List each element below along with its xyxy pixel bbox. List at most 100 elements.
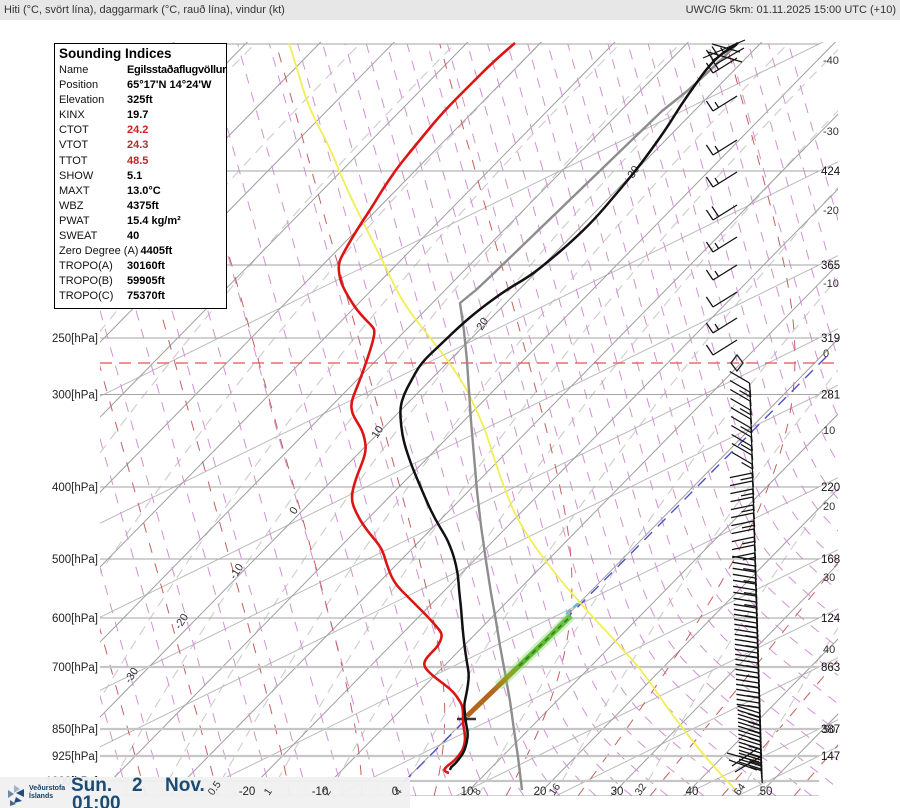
index-label: SWEAT — [59, 230, 98, 243]
vedurstofa-logo-icon — [8, 785, 24, 806]
dry-adiabat-line — [607, 43, 838, 620]
index-label: Name — [59, 64, 89, 76]
height-fan-line — [554, 657, 838, 796]
barb-tick — [749, 760, 761, 766]
barb-staff — [712, 171, 738, 188]
index-value: 15.4 kg/m² — [127, 214, 181, 227]
barb-staff — [712, 204, 738, 221]
index-value: 4375ft — [127, 199, 159, 212]
barb-tick — [733, 597, 757, 603]
mixing-ratio-label: 8 — [471, 786, 484, 798]
barb-tick — [732, 573, 756, 579]
indices-row-tropo-c-: TROPO(C) 75370ft — [59, 289, 226, 304]
height-label-right: 365 — [821, 260, 840, 272]
barb-tick — [711, 206, 720, 217]
barb-tick — [731, 536, 755, 543]
wind-barb — [705, 57, 738, 74]
barb-tick — [733, 585, 756, 591]
barb-tick — [730, 496, 754, 503]
barb-tick — [732, 579, 756, 585]
barb-tick — [734, 648, 758, 654]
barb-tick — [741, 461, 753, 470]
barb-tick — [736, 703, 760, 709]
mixing-ratio-line — [553, 368, 838, 796]
height-label-right: 863 — [821, 662, 840, 674]
isotherm-label-bottom: 0 — [392, 786, 398, 798]
pressure-label-400: 400[hPa] — [52, 482, 98, 494]
barb-tick — [732, 555, 755, 561]
barb-tick — [743, 567, 756, 572]
dry-adiabat-line — [707, 43, 838, 464]
barb-tick — [705, 209, 714, 221]
barb-tick — [731, 424, 752, 438]
standard-atmosphere-curve — [458, 45, 736, 791]
barb-staff — [712, 44, 738, 61]
mixing-ratio-line — [100, 43, 621, 701]
indices-row-show: SHOW 5.1 — [59, 169, 226, 184]
index-label: TROPO(A) — [59, 260, 113, 273]
isotherm-label-right: 0 — [823, 348, 829, 360]
dry-adiabat-line — [507, 43, 838, 761]
footer-month: Nov. — [165, 775, 205, 796]
adiabat-label: 20 — [474, 316, 491, 333]
barb-tick — [734, 618, 757, 624]
dewpoint-curve — [337, 42, 516, 775]
barb-tick — [736, 688, 759, 694]
index-label: WBZ — [59, 199, 84, 212]
dry-adiabat-line — [487, 43, 838, 789]
dry-adiabat-line — [727, 43, 838, 419]
isotherm-label-bottom: -10 — [312, 786, 329, 798]
barb-tick — [729, 388, 751, 402]
dry-adiabat-line — [547, 43, 838, 705]
indices-row-elevation: Elevation 325ft — [59, 93, 226, 108]
barb-tick — [738, 729, 761, 738]
index-value: 65°17'N 14°24'W — [127, 79, 212, 92]
barb-tick — [729, 379, 751, 393]
index-label: Zero Degree (A) — [59, 245, 139, 258]
isotherm-label-right: -40 — [823, 55, 839, 67]
mixing-ratio-label: 32 — [633, 781, 650, 798]
barb-tick — [714, 270, 720, 277]
pressure-label-500: 500[hPa] — [52, 554, 98, 566]
dry-adiabat-line — [386, 43, 669, 796]
dry-adiabat-line — [768, 43, 838, 293]
footer-bar: Veðurstofa Íslands Sun. 2 Nov. 01:00 — [0, 775, 410, 808]
moist-adiabat-line — [100, 365, 219, 796]
pressure-label-925: 925[hPa] — [52, 751, 98, 763]
isotherm-line — [100, 42, 396, 343]
parcel-band-core — [518, 615, 572, 667]
index-value: 75370ft — [127, 290, 165, 303]
indices-row-tropo-a-: TROPO(A) 30160ft — [59, 259, 226, 274]
isotherm-line — [242, 188, 838, 796]
barb-tick — [729, 480, 753, 487]
barb-tick — [735, 663, 759, 669]
indices-title: Sounding Indices — [59, 46, 172, 61]
barb-tick — [737, 721, 761, 730]
mixing-ratio-line — [212, 43, 789, 796]
barb-tick — [731, 528, 755, 535]
height-label-right: 281 — [821, 390, 840, 402]
yellow-aux-curve — [288, 42, 737, 791]
barb-tick — [743, 591, 756, 596]
index-label: TROPO(C) — [59, 290, 114, 303]
isotherm-label-right: 30 — [823, 572, 835, 584]
indices-row-kinx: KINX 19.7 — [59, 108, 226, 123]
isotherm-line — [536, 488, 838, 796]
wind-barb — [705, 171, 738, 188]
isotherm-label-right: 50 — [823, 724, 835, 736]
barb-staff — [712, 317, 738, 334]
barb-staff — [712, 291, 738, 308]
index-label: VTOT — [59, 139, 89, 152]
isotherm-line — [100, 42, 469, 418]
pressure-label-600: 600[hPa] — [52, 613, 98, 625]
wind-barb — [705, 236, 738, 253]
dry-adiabat-line — [587, 43, 838, 648]
mixing-ratio-label: 64 — [732, 781, 749, 798]
sounding-indices-box: Sounding Indices Name Egilsstaðaflugvöllu… — [54, 43, 227, 309]
footer-daynum: 2 — [132, 775, 143, 796]
barb-tick — [735, 668, 759, 674]
barb-tick — [734, 643, 758, 649]
barb-tick — [734, 638, 758, 644]
